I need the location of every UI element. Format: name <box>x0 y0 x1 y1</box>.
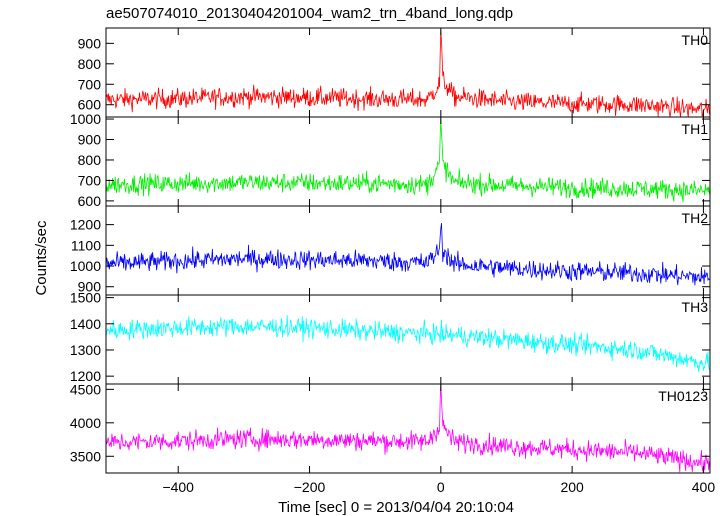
band-label-th3: TH3 <box>682 299 709 315</box>
y-tick-label: 1000 <box>70 111 101 127</box>
series-line-th3 <box>105 315 711 372</box>
y-tick-label: 1100 <box>71 237 101 253</box>
y-tick-label: 1300 <box>70 342 101 358</box>
y-tick-label: 600 <box>78 193 102 209</box>
y-tick-label: 800 <box>78 152 102 168</box>
x-axis: −400 −200 0 200 400 <box>162 479 715 495</box>
x-axis-label: Time [sec] 0 = 2013/04/04 20:10:04 <box>278 499 514 516</box>
series-line-th0123 <box>105 383 711 473</box>
y-tick-label: 1400 <box>70 316 101 332</box>
y-tick-label: 4000 <box>70 415 101 431</box>
panel-frame <box>105 294 711 385</box>
y-tick-label: 700 <box>78 76 102 92</box>
band-label-th0: TH0 <box>682 32 709 48</box>
series-line-th1 <box>105 118 711 203</box>
series-line-th0 <box>105 30 711 118</box>
panel-stack: 600 700 800 900 TH0 600 700 800 900 1000 TH1 900 100… <box>70 27 711 474</box>
chart-title: ae507074010_20130404201004_wam2_trn_4ban… <box>106 5 513 22</box>
x-tick-label: −200 <box>294 479 326 495</box>
x-tick-label: 400 <box>692 479 716 495</box>
panel-frame <box>105 383 711 474</box>
y-tick-label: 4500 <box>70 381 101 397</box>
panel-th1: 600 700 800 900 1000 TH1 <box>70 111 711 209</box>
y-tick-label: 3500 <box>70 448 101 464</box>
panel-th2: 900 1000 1100 1200 TH2 <box>70 205 711 296</box>
y-axis-label: Counts/sec <box>33 220 50 296</box>
panel-th0123: 3500 4000 4500 TH0123 <box>70 381 711 474</box>
y-tick-label: 900 <box>78 132 102 148</box>
y-tick-label: 600 <box>78 97 102 113</box>
y-tick-label: 900 <box>78 279 102 295</box>
x-tick-label: 0 <box>437 479 445 495</box>
y-tick-label: 900 <box>78 35 102 51</box>
y-tick-label: 1500 <box>70 290 101 306</box>
y-tick-label: 800 <box>78 56 102 72</box>
band-label-th1: TH1 <box>682 121 709 137</box>
x-tick-label: −400 <box>162 479 194 495</box>
y-tick-label: 1200 <box>70 217 101 233</box>
panel-th0: 600 700 800 900 TH0 <box>78 27 711 118</box>
y-tick-label: 1200 <box>70 368 101 384</box>
x-tick-label: 200 <box>560 479 584 495</box>
y-tick-label: 700 <box>78 172 102 188</box>
y-tick-label: 1000 <box>70 258 101 274</box>
band-label-th2: TH2 <box>682 210 709 226</box>
series-line-th2 <box>105 222 711 286</box>
panel-th3: 1200 1300 1400 1500 TH3 <box>70 290 711 385</box>
band-label-th0123: TH0123 <box>658 388 708 404</box>
panel-frame <box>105 205 711 296</box>
